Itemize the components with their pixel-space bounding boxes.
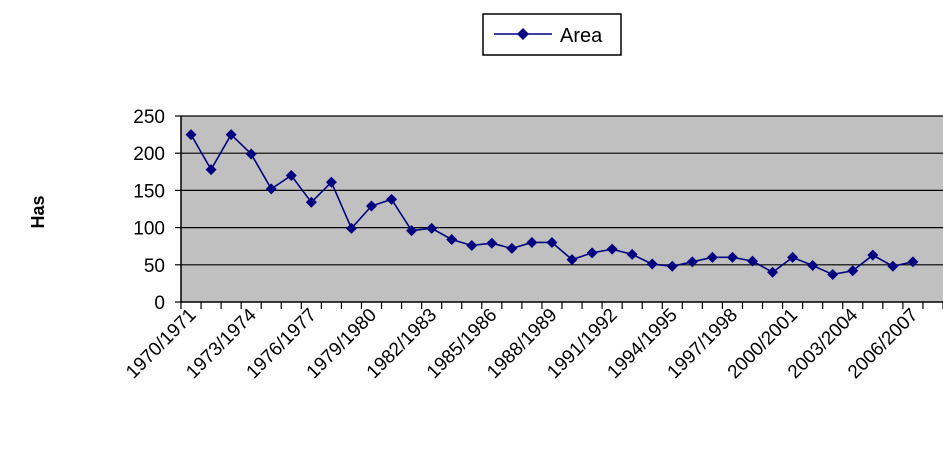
data-point-marker	[867, 249, 879, 261]
data-point-marker	[406, 225, 418, 237]
y-tick-label: 150	[133, 181, 165, 202]
data-point-marker	[686, 256, 698, 268]
data-point-marker	[386, 193, 398, 205]
data-point-marker	[225, 129, 237, 141]
data-point-marker	[285, 170, 297, 182]
data-point-marker	[466, 239, 478, 251]
data-point-marker	[767, 266, 779, 278]
data-point-marker	[205, 164, 217, 176]
data-point-marker	[366, 200, 377, 212]
data-point-marker	[706, 251, 718, 263]
plot-area	[181, 116, 943, 302]
data-point-marker	[787, 251, 799, 263]
data-point-marker	[426, 222, 438, 234]
data-point-marker	[506, 242, 518, 254]
data-point-marker	[526, 236, 538, 248]
data-point-marker	[907, 256, 919, 268]
legend: Area	[482, 13, 622, 56]
y-tick-label: 0	[154, 293, 165, 314]
data-point-marker	[325, 176, 337, 188]
data-point-marker	[807, 260, 819, 272]
data-point-marker	[646, 258, 658, 270]
legend-label: Area	[560, 25, 603, 47]
data-point-marker	[726, 251, 738, 263]
x-axis-tick-labels: 1970/19711973/19741976/19771979/19801982…	[122, 304, 922, 383]
data-point-marker	[486, 237, 498, 249]
y-tick-label: 250	[133, 107, 165, 128]
data-point-marker	[546, 236, 558, 248]
data-point-marker	[265, 183, 277, 195]
data-point-marker	[666, 260, 678, 272]
gridlines	[181, 115, 943, 266]
y-tick-label: 200	[133, 144, 165, 165]
y-tick-label: 50	[144, 256, 165, 277]
data-point-marker	[827, 268, 839, 280]
data-point-marker	[747, 255, 758, 267]
data-point-marker	[305, 196, 317, 208]
y-tick-label: 100	[133, 219, 165, 240]
y-axis-title: Has	[28, 195, 48, 228]
data-point-marker	[586, 247, 598, 259]
legend-diamond-marker	[517, 28, 529, 40]
data-point-marker	[887, 260, 899, 272]
data-point-marker	[446, 234, 458, 246]
data-point-marker	[847, 265, 859, 277]
series-area	[185, 129, 919, 280]
data-point-marker	[245, 148, 257, 160]
x-axis-ticks	[180, 302, 943, 309]
data-point-marker	[345, 222, 357, 234]
data-point-marker	[566, 254, 578, 266]
data-point-marker	[185, 129, 197, 141]
data-point-marker	[606, 243, 618, 255]
data-point-marker	[626, 248, 638, 260]
y-axis-tick-labels: 0 50 100 150 200 250	[133, 107, 181, 314]
